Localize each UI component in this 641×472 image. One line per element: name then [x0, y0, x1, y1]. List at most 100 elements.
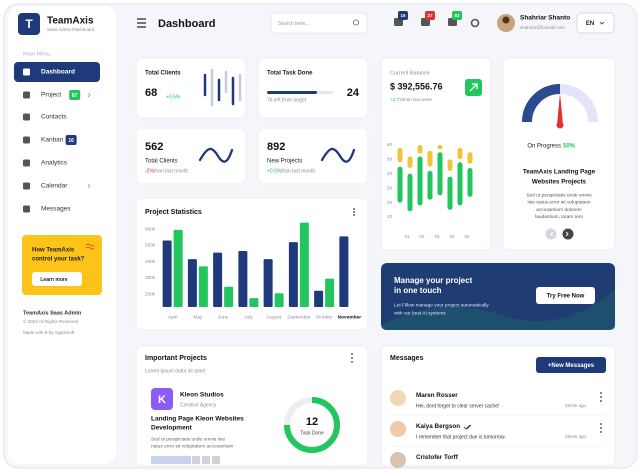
message-text: I remember that project due is tomorrow. — [416, 434, 506, 440]
menu-badge-text: 16 — [68, 138, 74, 144]
message-text: Hei, dont forget to clear server cache! — [416, 403, 499, 409]
y-tick-label: 10 — [387, 214, 393, 219]
settings-icon[interactable] — [470, 18, 480, 28]
floating-bar — [417, 156, 423, 206]
stat-change: +0.5% — [267, 168, 282, 174]
header-badge — [452, 11, 462, 20]
floating-bar — [427, 170, 433, 200]
footer-text: © 2023 All Rights Reserved — [23, 318, 79, 324]
header-badge-text: 16 — [400, 13, 406, 18]
thumbnail — [212, 456, 220, 464]
y-tick-label: 200k — [145, 291, 156, 297]
floating-bar — [397, 166, 403, 203]
more-dot — [600, 427, 602, 429]
more-dot — [600, 400, 602, 402]
thumbnail — [192, 456, 200, 464]
gauge-value — [522, 84, 561, 123]
more-dot — [600, 396, 602, 398]
x-tick-label: June — [218, 314, 229, 320]
bar — [224, 286, 234, 307]
banner-text: with our best AI systems — [394, 310, 446, 316]
company-type: Creative Agency — [180, 402, 217, 408]
menu-badge — [69, 90, 81, 100]
stat-label: Total Task Done — [267, 71, 313, 77]
floating-bar — [397, 147, 403, 163]
message-avatar — [390, 390, 406, 406]
company-logo — [151, 388, 173, 410]
floating-bar — [437, 152, 443, 196]
message-avatar — [390, 421, 406, 437]
donut-arc — [284, 397, 340, 453]
menu-badge-text: 87 — [72, 93, 78, 99]
language-select[interactable] — [576, 12, 615, 34]
floating-bar — [437, 145, 443, 150]
y-tick-label: 300k — [145, 275, 156, 281]
language: EN — [586, 21, 594, 27]
header-badge — [398, 11, 408, 20]
user-email: shahriar@foxmail.com — [520, 25, 565, 30]
menu-section: Main Menu — [23, 51, 50, 57]
bar — [173, 229, 183, 307]
search-box[interactable] — [270, 12, 368, 34]
promo-text: How TeamAxis — [32, 248, 75, 254]
bar — [339, 236, 349, 307]
menu-icon — [23, 159, 30, 167]
menu-badge — [65, 135, 77, 145]
floating-bar — [407, 156, 413, 169]
x-tick-label: October — [316, 314, 333, 320]
floating-bar — [447, 176, 453, 210]
banner-button[interactable] — [536, 287, 595, 304]
gauge-description: laudantium, totam rem — [535, 214, 583, 220]
card-subtitle: Lorem ipsum dolor sit amet — [145, 368, 206, 374]
gauge-hub — [556, 121, 564, 129]
y-tick-label: 30 — [387, 185, 393, 190]
promo-button[interactable] — [32, 272, 82, 286]
menu-icon — [23, 136, 30, 144]
more-dot — [600, 431, 602, 433]
task-count: 12 — [306, 416, 318, 428]
bar — [162, 240, 172, 307]
avatar-head — [502, 16, 510, 24]
stat-label: Total Clients — [145, 159, 178, 165]
menu-icon — [23, 205, 30, 213]
bar — [187, 259, 197, 307]
balance-amount: $ 392,556.76 — [390, 81, 443, 91]
company-logo-letter: K — [158, 394, 166, 406]
bar — [263, 259, 273, 307]
x-tick-label: July — [244, 314, 253, 320]
x-tick-label: April — [168, 314, 178, 320]
thumbnail — [151, 456, 191, 464]
floating-bar — [467, 168, 473, 197]
brand-tagline: Saas Admin Dashboard — [47, 27, 95, 32]
gauge-value-label: 50% — [563, 144, 576, 150]
search-placeholder: Search here... — [278, 21, 309, 27]
message-time: 25min ago — [565, 434, 587, 439]
menu-item: Project — [41, 92, 61, 99]
y-tick-label: 20 — [387, 200, 393, 205]
promo-wave — [85, 243, 95, 250]
project-description: natus error sit voluptatem accusantium — [151, 443, 233, 449]
more-dot — [351, 361, 353, 363]
company-name: Kleon Studios — [180, 392, 224, 399]
card — [135, 57, 247, 119]
promo-button-text: Learn more — [40, 277, 67, 283]
x-tick-label: November — [338, 314, 362, 320]
chevron — [87, 92, 91, 98]
nav-arrow — [550, 231, 569, 237]
new-message-text: +New Messages — [548, 363, 595, 369]
stat-note: than last month — [154, 168, 188, 174]
stat-label: Total Clients — [145, 71, 181, 77]
x-tick-label: 02 — [419, 234, 425, 239]
message-time: 25min ago — [565, 403, 587, 408]
more-dot — [353, 208, 355, 210]
bar — [299, 222, 309, 307]
stat-note: than last month — [281, 168, 315, 174]
page-title: Dashboard — [158, 18, 215, 30]
progress-fill — [267, 91, 317, 94]
stat-label: New Projects — [267, 159, 302, 165]
new-message-button[interactable] — [536, 357, 606, 373]
sparkline — [320, 147, 356, 163]
project-name: Development — [151, 425, 193, 432]
floating-bar — [407, 173, 413, 212]
more-dot — [351, 353, 353, 355]
